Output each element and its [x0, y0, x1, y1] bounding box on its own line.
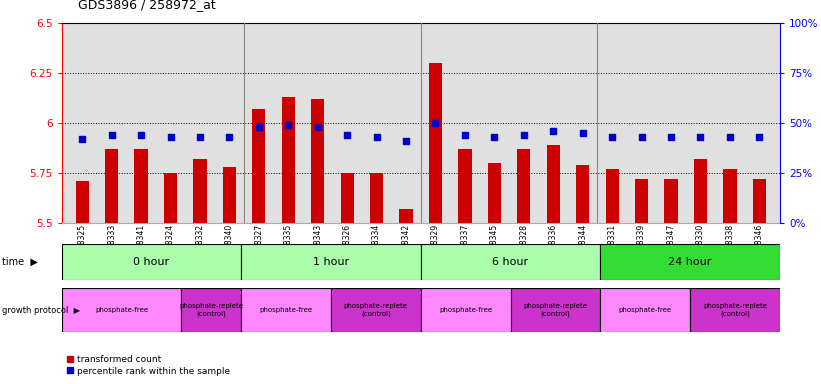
Bar — [164, 173, 177, 223]
Bar — [488, 163, 501, 223]
Point — [252, 124, 265, 130]
Bar — [341, 173, 354, 223]
Bar — [62, 288, 181, 332]
Text: 24 hour: 24 hour — [668, 257, 712, 267]
Bar — [311, 99, 324, 223]
Bar — [252, 109, 265, 223]
Text: GDS3896 / 258972_at: GDS3896 / 258972_at — [78, 0, 216, 12]
Point — [341, 132, 354, 138]
Text: phosphate-free: phosphate-free — [439, 307, 493, 313]
Point — [76, 136, 89, 142]
Point — [311, 124, 324, 130]
Point — [458, 132, 471, 138]
Text: phosphate-replete
(control): phosphate-replete (control) — [344, 303, 408, 317]
Text: phosphate-replete
(control): phosphate-replete (control) — [524, 303, 588, 317]
Text: phosphate-free: phosphate-free — [619, 307, 672, 313]
Point — [222, 134, 236, 140]
Point — [635, 134, 648, 140]
Bar — [135, 149, 148, 223]
Point — [753, 134, 766, 140]
Bar — [370, 173, 383, 223]
Point — [400, 138, 413, 144]
Bar — [694, 159, 707, 223]
Point — [606, 134, 619, 140]
Point — [694, 134, 707, 140]
Point — [517, 132, 530, 138]
Bar — [723, 169, 736, 223]
Text: phosphate-replete
(control): phosphate-replete (control) — [179, 303, 243, 317]
Bar — [576, 165, 589, 223]
Point — [370, 134, 383, 140]
Bar — [753, 179, 766, 223]
Bar — [690, 288, 780, 332]
Bar — [511, 288, 600, 332]
Legend: transformed count, percentile rank within the sample: transformed count, percentile rank withi… — [66, 355, 230, 376]
Bar — [331, 288, 420, 332]
Text: 6 hour: 6 hour — [493, 257, 529, 267]
Bar — [181, 288, 241, 332]
Point — [723, 134, 736, 140]
Text: 0 hour: 0 hour — [133, 257, 169, 267]
Point — [164, 134, 177, 140]
Point — [194, 134, 207, 140]
Point — [105, 132, 118, 138]
Bar — [420, 244, 600, 280]
Point — [135, 132, 148, 138]
Bar — [222, 167, 236, 223]
Point — [547, 128, 560, 134]
Point — [282, 122, 295, 128]
Point — [576, 130, 589, 136]
Text: phosphate-free: phosphate-free — [95, 307, 148, 313]
Text: 1 hour: 1 hour — [313, 257, 349, 267]
Bar — [241, 244, 420, 280]
Bar — [635, 179, 649, 223]
Point — [429, 120, 442, 126]
Text: phosphate-free: phosphate-free — [259, 307, 313, 313]
Bar — [400, 209, 413, 223]
Bar — [241, 288, 331, 332]
Bar — [606, 169, 619, 223]
Bar — [664, 179, 677, 223]
Bar — [420, 288, 511, 332]
Bar — [600, 288, 690, 332]
Point — [664, 134, 677, 140]
Text: phosphate-replete
(control): phosphate-replete (control) — [703, 303, 767, 317]
Point — [488, 134, 501, 140]
Bar — [105, 149, 118, 223]
Bar — [600, 244, 780, 280]
Bar — [76, 181, 89, 223]
Bar — [193, 159, 207, 223]
Bar — [429, 63, 442, 223]
Text: time  ▶: time ▶ — [2, 257, 38, 267]
Text: growth protocol  ▶: growth protocol ▶ — [2, 306, 80, 314]
Bar — [62, 244, 241, 280]
Bar — [547, 145, 560, 223]
Bar — [282, 97, 295, 223]
Bar — [458, 149, 471, 223]
Bar — [517, 149, 530, 223]
